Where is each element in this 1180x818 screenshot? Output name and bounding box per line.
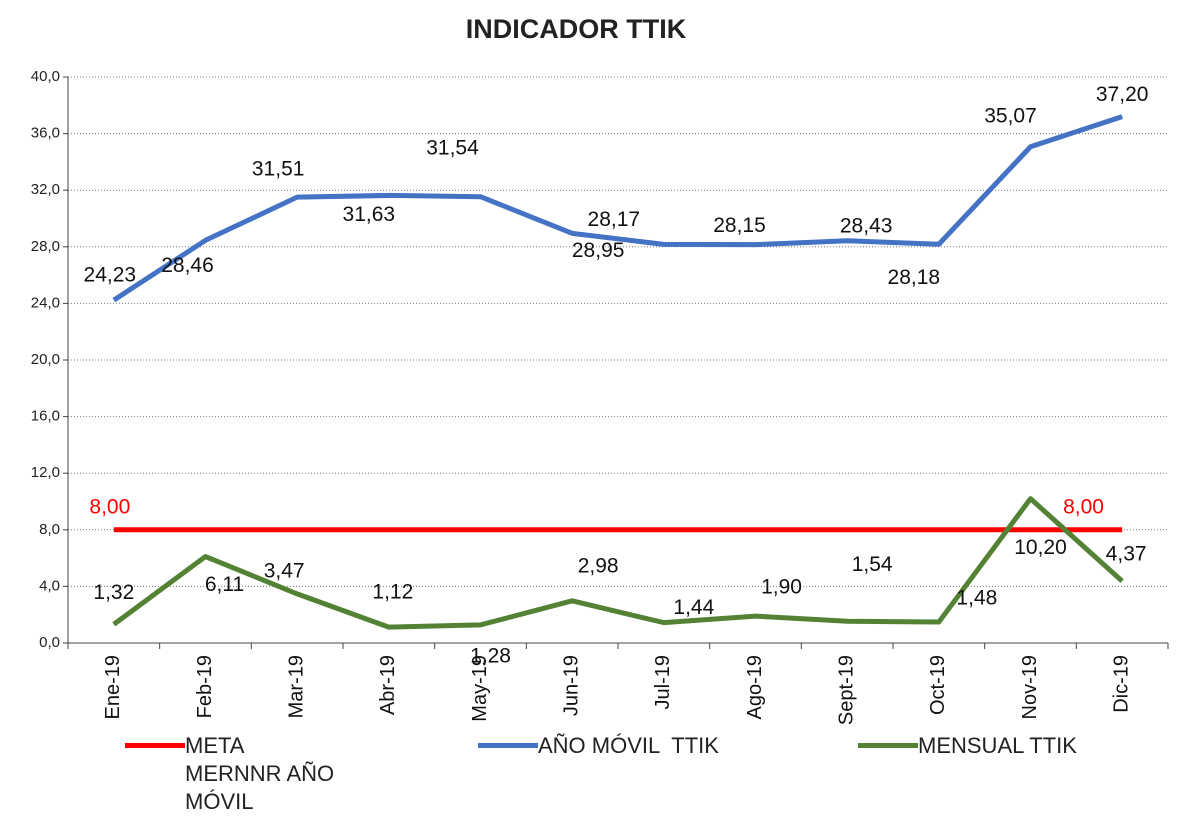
data-label: 6,11 [205, 573, 244, 596]
data-label: 24,23 [84, 264, 137, 287]
data-label: 31,63 [343, 203, 396, 226]
x-tick-label: Jul-19 [652, 655, 674, 709]
data-label: 1,28 [470, 644, 511, 667]
y-tick-label: 36,0 [31, 125, 60, 142]
data-label: 28,17 [588, 208, 641, 231]
y-tick-label: 28,0 [31, 238, 60, 255]
data-label: 1,54 [852, 553, 893, 576]
data-label: 31,54 [426, 136, 479, 159]
y-tick-label: 40,0 [31, 68, 60, 85]
data-label: 10,20 [1014, 536, 1067, 559]
data-label: 8,00 [89, 495, 130, 518]
series-line [112, 114, 1123, 303]
data-label: 1,12 [372, 581, 413, 604]
legend-swatch [125, 743, 185, 748]
y-tick-label: 0,0 [39, 634, 60, 651]
data-label: 28,15 [713, 214, 766, 237]
y-tick-label: 4,0 [39, 577, 60, 594]
legend-swatch [478, 743, 538, 748]
x-tick-label: Oct-19 [927, 655, 949, 715]
data-label: 8,00 [1063, 495, 1104, 518]
data-label: 1,48 [956, 587, 997, 610]
data-label: 3,47 [264, 559, 305, 582]
data-label: 28,46 [161, 254, 214, 277]
data-label: 28,18 [888, 266, 941, 289]
x-tick-label: Sept-19 [835, 655, 857, 725]
y-tick-label: 8,0 [39, 521, 60, 538]
chart-title: INDICADOR TTIK [466, 14, 687, 44]
x-tick-label: Ago-19 [744, 655, 766, 720]
x-tick-label: Dic-19 [1110, 655, 1132, 713]
data-label: 37,20 [1096, 83, 1149, 106]
x-tick-label: Abr-19 [377, 655, 399, 715]
y-tick-label: 32,0 [31, 181, 60, 198]
data-label: 1,44 [673, 596, 714, 619]
x-tick-label: Feb-19 [194, 655, 216, 718]
legend-label: AÑO MÓVIL TTIK [538, 733, 719, 758]
series-line [112, 496, 1124, 630]
data-label: 28,43 [840, 214, 893, 237]
x-tick-label: Mar-19 [285, 655, 307, 718]
data-label: 1,32 [93, 581, 134, 604]
legend-entry: META MERNNR AÑO MÓVIL [125, 732, 345, 816]
data-label: 4,37 [1106, 543, 1147, 566]
y-tick-label: 16,0 [31, 408, 60, 425]
y-tick-label: 24,0 [31, 294, 60, 311]
legend-entry: AÑO MÓVIL TTIK [478, 732, 798, 760]
legend-entry: MENSUAL TTIK [858, 732, 1178, 760]
x-tick-label: Jun-19 [560, 655, 582, 716]
x-tick-label: Nov-19 [1019, 655, 1041, 719]
x-tick-label: Ene-19 [102, 655, 124, 720]
x-tick-label: May-19 [469, 655, 491, 722]
y-tick-label: 12,0 [31, 464, 60, 481]
legend-swatch [858, 743, 918, 748]
y-tick-label: 20,0 [31, 351, 60, 368]
data-label: 2,98 [578, 554, 619, 577]
data-label: 35,07 [984, 104, 1037, 127]
legend-label: META MERNNR AÑO MÓVIL [185, 733, 341, 814]
data-label: 31,51 [252, 158, 305, 181]
data-label: 1,90 [761, 576, 802, 599]
legend-label: MENSUAL TTIK [918, 733, 1077, 758]
data-label: 28,95 [572, 239, 625, 262]
